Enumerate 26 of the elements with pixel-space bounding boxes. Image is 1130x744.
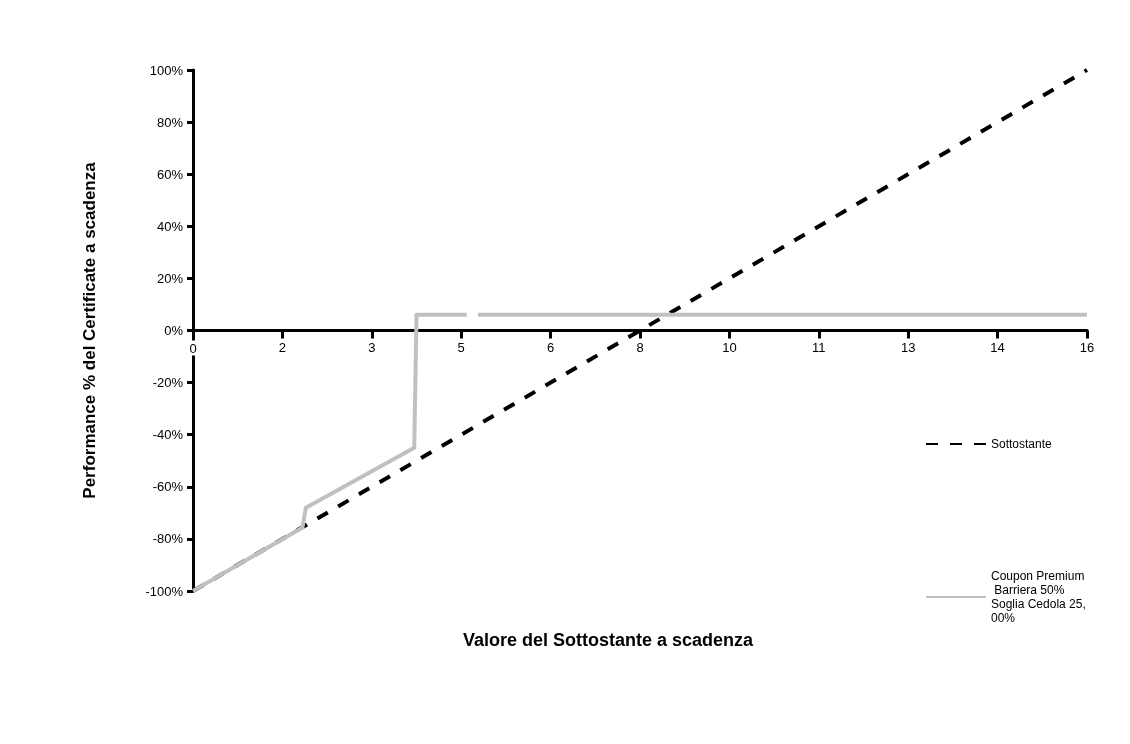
x-axis-title: Valore del Sottostante a scadenza (463, 630, 755, 650)
x-tick-label: 3 (368, 339, 376, 355)
legend-label: Coupon Premium Barriera 50% Soglia Cedola 25,00% (991, 569, 1086, 625)
y-tick-label: 100% (149, 62, 184, 78)
y-tick-label: 80% (156, 114, 184, 130)
y-tick-label: -60% (152, 479, 184, 495)
legend-label: Sottostante (991, 437, 1053, 451)
x-tick-label: 8 (636, 339, 644, 355)
x-tick-label: 10 (722, 339, 737, 355)
x-tick-label: 14 (990, 339, 1005, 355)
x-tick-label: 6 (546, 339, 555, 355)
y-tick-label: 20% (156, 270, 184, 286)
y-tick-label: -20% (152, 375, 184, 391)
x-tick-label: 11 (812, 339, 826, 355)
y-tick-label: 40% (156, 218, 184, 234)
y-tick-label: -40% (152, 427, 184, 443)
y-tick-label: -100% (145, 583, 184, 599)
y-axis-title: Performance % del Certificate a scadenza (80, 161, 99, 499)
y-tick-label: 0% (164, 323, 184, 338)
x-tick-label: 13 (900, 339, 916, 355)
y-tick-label: 60% (156, 166, 184, 182)
x-tick-label: 0 (189, 340, 197, 356)
y-tick-label: -80% (152, 531, 184, 547)
x-tick-label: 5 (457, 339, 465, 355)
x-tick-label: 16 (1079, 339, 1095, 355)
x-tick-label: 2 (278, 339, 287, 355)
